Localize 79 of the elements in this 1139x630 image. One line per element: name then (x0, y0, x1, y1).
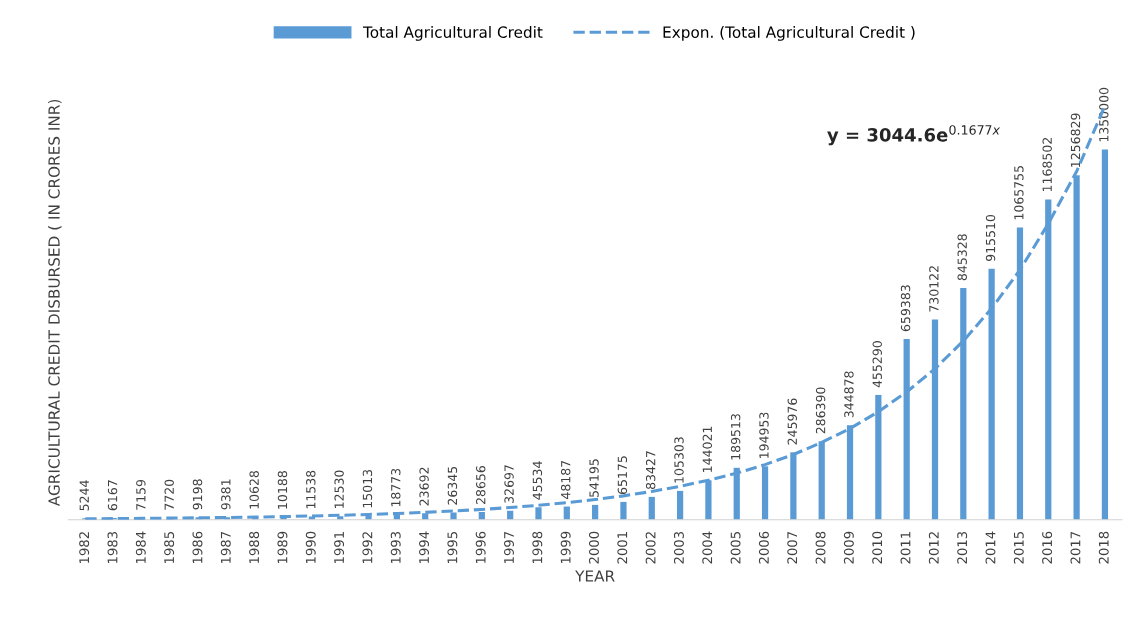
x-tick-label: 1986 (192, 531, 203, 563)
data-label: 1065755 (1014, 166, 1024, 220)
x-tick-label: 2010 (872, 531, 883, 564)
x-tick-label: 1983 (107, 531, 118, 563)
x-tick-label: 1998 (532, 531, 543, 563)
x-tick-label: 1997 (504, 531, 514, 563)
x-tick-label: 2009 (843, 531, 854, 564)
x-tick-label: 2018 (1098, 531, 1109, 564)
data-label: 105303 (674, 437, 684, 483)
data-label: 9198 (192, 479, 203, 510)
x-tick-label: 2006 (758, 531, 769, 564)
data-label: 6167 (107, 480, 118, 511)
data-label: 730122 (929, 266, 939, 312)
data-label: 32697 (504, 465, 514, 503)
x-tick-label: 1987 (220, 531, 231, 563)
data-label: 65175 (617, 456, 628, 495)
x-tick-label: 2013 (957, 531, 968, 564)
data-label: 12530 (334, 470, 344, 508)
x-tick-label: 2011 (900, 532, 911, 564)
x-tick-label: 1988 (249, 531, 260, 563)
data-label: 286390 (815, 387, 826, 434)
x-tick-label: 1996 (475, 531, 486, 563)
data-label: 344878 (844, 371, 854, 418)
x-tick-label: 1991 (334, 532, 345, 563)
x-tick-label: 1995 (447, 532, 458, 563)
x-tick-label: 2000 (588, 531, 599, 564)
data-label: 144021 (702, 426, 713, 472)
x-tick-label: 2008 (815, 531, 826, 564)
x-tick-label: 2015 (1013, 532, 1024, 564)
x-tick-label: 2014 (985, 531, 996, 564)
legend-label: Total Agricultural Credit (362, 26, 543, 41)
data-label: 659383 (900, 285, 911, 332)
x-axis-title: YEAR (575, 570, 615, 582)
data-label: 1350000 (1099, 87, 1109, 142)
x-tick-label: 2005 (730, 532, 741, 564)
data-label: 1256829 (1070, 113, 1081, 167)
x-tick-label: 2002 (645, 532, 656, 564)
y-axis-title: AGRICULTURAL CREDIT DISBURSED ( IN CRORES INR) (48, 99, 62, 507)
data-label: 7720 (164, 479, 174, 510)
annotation: y = 3044.6e$^{0.1677x}$ (827, 125, 1001, 146)
x-tick-label: 2003 (673, 531, 684, 564)
x-tick-label: 1989 (277, 531, 288, 563)
data-label: 10188 (277, 471, 288, 509)
data-label: 7159 (136, 479, 146, 510)
x-tick-label: 2001 (617, 532, 628, 564)
x-tick-label: 2016 (1042, 531, 1053, 564)
x-tick-label: 1993 (390, 531, 401, 563)
x-tick-label: 1984 (135, 531, 146, 563)
x-tick-label: 1985 (164, 532, 175, 563)
legend-label: Expon. (Total Agricultural Credit ) (663, 26, 915, 41)
x-tick-label: 1999 (560, 531, 571, 563)
data-label: 194953 (759, 412, 769, 458)
data-label: 54195 (589, 459, 599, 497)
x-tick-label: 2004 (702, 531, 713, 564)
data-label: 455290 (872, 341, 882, 388)
data-label: 15013 (362, 469, 373, 508)
x-tick-label: 1990 (305, 531, 316, 563)
data-label: 9381 (221, 479, 231, 510)
x-tick-label: 2012 (928, 532, 939, 564)
data-label: 11538 (306, 470, 316, 509)
x-tick-label: 1982 (79, 532, 90, 563)
data-label: 26345 (447, 466, 458, 505)
data-label: 1168502 (1042, 138, 1052, 192)
x-tick-label: 2007 (787, 531, 798, 564)
data-label: 10628 (249, 470, 259, 509)
data-label: 28656 (476, 465, 486, 505)
data-label: 23692 (419, 467, 429, 506)
x-tick-label: 1992 (362, 532, 373, 563)
data-label: 48187 (560, 460, 571, 499)
data-label: 18773 (391, 468, 401, 507)
data-label: 245976 (787, 398, 798, 445)
data-label: 83427 (645, 451, 656, 490)
data-label: 45534 (532, 461, 543, 500)
data-label: 5244 (79, 480, 89, 511)
data-label: 915510 (985, 214, 996, 262)
x-tick-label: 1994 (419, 531, 430, 563)
x-tick-label: 2017 (1070, 531, 1081, 564)
data-label: 845328 (957, 234, 967, 281)
data-label: 189513 (730, 414, 741, 460)
